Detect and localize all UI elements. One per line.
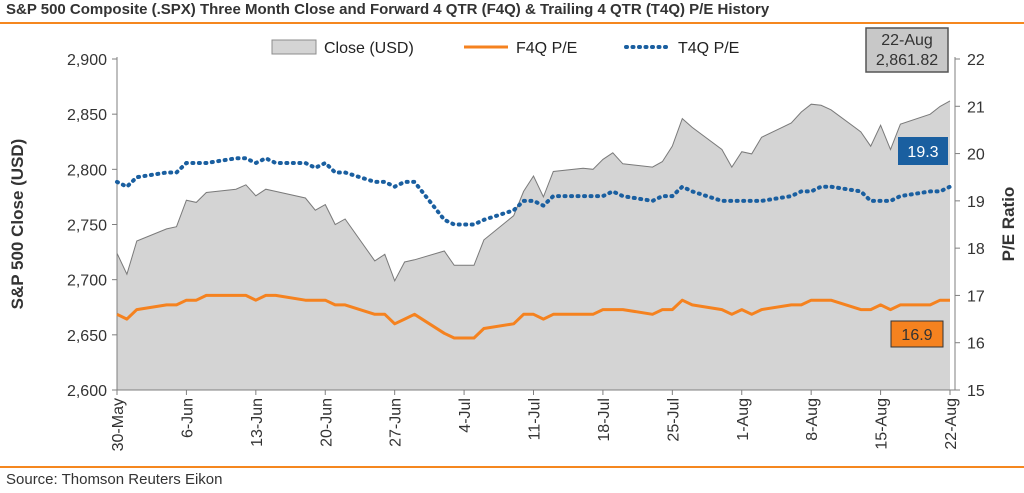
x-tick-label: 22-Aug [943,398,960,450]
x-tick-label: 20-Jun [318,398,335,447]
close-area-fill [117,100,950,391]
y2-tick-label: 22 [967,52,985,69]
y-axis-title: S&P 500 Close (USD) [8,139,27,310]
tick-labels: 2,600 2,650 2,700 2,750 2,800 2,850 2,900 15 16 1… [67,52,985,451]
x-tick-label: 15-Aug [874,398,891,450]
pe-lines-layer [115,156,952,340]
top-rule [0,22,1024,24]
x-tick-label: 30-May [110,398,127,451]
close-callout: 22-Aug 2,861.82 [865,27,949,73]
y2-axis-title: P/E Ratio [999,187,1018,262]
legend-t4q-label: T4Q P/E [678,40,739,57]
f4q-callout: 16.9 [890,320,944,348]
source-note: Source: Thomson Reuters Eikon [6,471,223,488]
y-tick-label: 2,700 [67,273,107,290]
y2-tick-label: 21 [967,99,985,116]
y2-tick-label: 15 [967,383,985,400]
chart-title: S&P 500 Composite (.SPX) Three Month Clo… [6,1,770,18]
close-callout-value: 2,861.82 [876,52,938,69]
y-tick-label: 2,750 [67,218,107,235]
x-tick-label: 8-Aug [804,398,821,441]
legend: Close (USD) F4Q P/E T4Q P/E [271,39,739,57]
x-tick-label: 18-Jul [596,398,613,442]
y2-tick-label: 17 [967,288,985,305]
legend-close-swatch [271,39,317,55]
x-tick-label: 11-Jul [527,398,544,440]
y-tick-label: 2,650 [67,328,107,345]
f4q-callout-value: 16.9 [901,327,932,344]
close-callout-box [865,27,949,73]
chart-area: 2,600 2,650 2,700 2,750 2,800 2,850 2,900 15 16 1… [8,27,1018,451]
x-tick-label: 25-Jul [665,398,682,442]
legend-close-label: Close (USD) [324,40,414,57]
x-tick-label: 13-Jun [249,398,266,447]
x-tick-label: 1-Aug [735,398,752,441]
t4q-callout-value: 19.3 [907,144,938,161]
t4q-callout-box [898,137,948,165]
x-tick-label: 4-Jul [457,398,474,433]
y-tick-label: 2,850 [67,107,107,124]
y2-tick-label: 19 [967,194,985,211]
y2-tick-label: 18 [967,241,985,258]
close-area-outline [116,100,951,283]
t4q-callout: 19.3 [898,137,948,165]
y2-tick-label: 20 [967,147,985,164]
close-callout-date: 22-Aug [881,32,933,49]
bottom-rule [0,466,1024,468]
y2-tick-label: 16 [967,336,985,353]
x-tick-label: 6-Jun [179,398,196,438]
y-tick-label: 2,800 [67,162,107,179]
f4q-callout-box [890,320,944,348]
y-tick-label: 2,600 [67,383,107,400]
y-tick-label: 2,900 [67,52,107,69]
close-area-layer [116,100,951,391]
legend-f4q-label: F4Q P/E [516,40,577,57]
x-tick-label: 27-Jun [388,398,405,447]
f4q-pe-line [116,293,950,340]
t4q-pe-line [115,156,952,227]
